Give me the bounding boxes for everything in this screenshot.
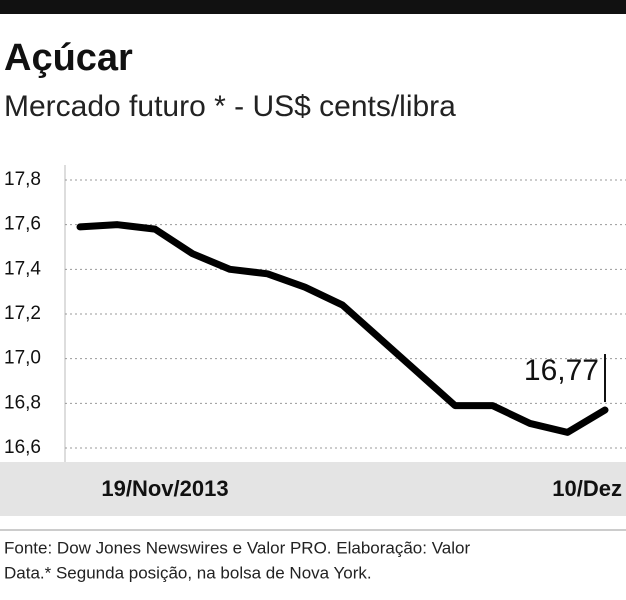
chart-title: Açúcar: [4, 37, 133, 79]
x-tick-label: 10/Dez: [552, 476, 622, 501]
y-tick-label: 17,0: [4, 348, 41, 369]
y-tick-label: 16,6: [4, 437, 41, 458]
value-label: 16,77: [524, 354, 599, 387]
chart-subtitle: Mercado futuro * - US$ cents/libra: [4, 90, 456, 123]
y-tick-label: 17,4: [4, 258, 41, 279]
top-bar: [0, 0, 626, 14]
y-tick-label: 17,6: [4, 214, 41, 235]
y-tick-label: 17,2: [4, 303, 41, 324]
source-line: Data.* Segunda posição, na bolsa de Nova…: [4, 563, 372, 582]
x-tick-label: 19/Nov/2013: [101, 476, 228, 501]
data-line: [76, 221, 609, 436]
source-line: Fonte: Dow Jones Newswires e Valor PRO. …: [4, 538, 470, 557]
y-tick-label: 17,8: [4, 169, 41, 190]
x-axis-band: [0, 462, 626, 516]
y-tick-label: 16,8: [4, 392, 41, 413]
